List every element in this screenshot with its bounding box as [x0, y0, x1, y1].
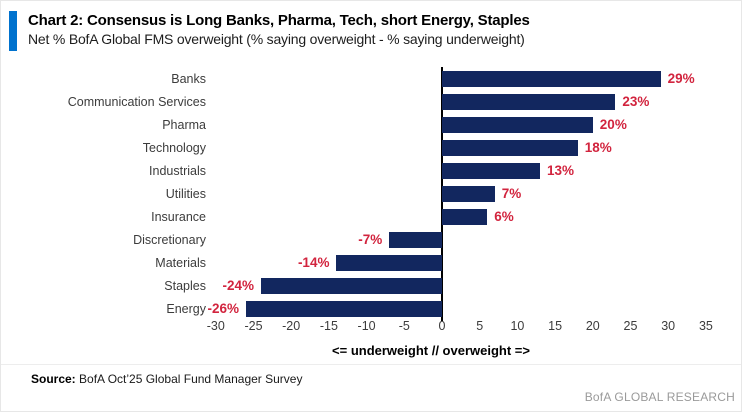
bar-discretionary [389, 232, 442, 248]
source-label: Source: [31, 372, 76, 386]
bar-staples [261, 278, 442, 294]
category-label-communication-services: Communication Services [67, 95, 206, 109]
bar-industrials [442, 163, 541, 179]
value-label-technology: 18% [584, 140, 612, 155]
value-label-pharma: 20% [599, 117, 627, 132]
x-tick-15: 15 [548, 319, 563, 333]
value-label-utilities: 7% [501, 186, 522, 201]
bar-banks [442, 71, 661, 87]
x-tick-10: -10 [357, 319, 376, 333]
chart-title: Chart 2: Consensus is Long Banks, Pharma… [28, 12, 530, 29]
x-axis-label: <= underweight // overweight => [332, 343, 530, 358]
x-tick-5: 5 [476, 319, 484, 333]
bar-communication-services [442, 94, 616, 110]
bar-chart: Banks 29% Communication Services 23% Pharma 2… [1, 61, 741, 361]
x-tick-20: -20 [282, 319, 301, 333]
value-label-banks: 29% [667, 71, 695, 86]
value-label-insurance: 6% [494, 209, 514, 224]
value-label-industrials: 13% [547, 163, 575, 178]
branding-text: BofA GLOBAL RESEARCH [584, 390, 735, 404]
x-tick-15: -15 [319, 319, 338, 333]
value-label-energy: -26% [207, 301, 239, 316]
accent-bar [9, 11, 17, 51]
category-label-energy: Energy [166, 302, 206, 316]
x-tick-25: -25 [244, 319, 263, 333]
bar-materials [336, 255, 442, 271]
category-label-utilities: Utilities [165, 187, 206, 201]
category-label-discretionary: Discretionary [133, 233, 206, 247]
category-label-staples: Staples [164, 279, 206, 293]
chart-subtitle: Net % BofA Global FMS overweight (% sayi… [28, 31, 525, 47]
source-text: BofA Oct’25 Global Fund Manager Survey [75, 372, 303, 386]
x-tick-5: -5 [398, 319, 410, 333]
value-label-discretionary: -7% [358, 232, 383, 247]
value-label-staples: -24% [222, 278, 255, 293]
value-label-communication-services: 23% [622, 94, 650, 109]
chart-header: Chart 2: Consensus is Long Banks, Pharma… [1, 1, 741, 58]
x-tick-10: 10 [510, 319, 525, 333]
category-label-industrials: Industrials [149, 164, 206, 178]
category-label-technology: Technology [142, 141, 206, 155]
x-tick-25: 25 [623, 319, 638, 333]
x-tick-30: 30 [661, 319, 676, 333]
bar-utilities [442, 186, 495, 202]
divider [1, 364, 741, 365]
x-tick-0: 0 [438, 319, 446, 333]
value-label-materials: -14% [297, 255, 330, 270]
bar-energy [245, 301, 442, 317]
x-tick-20: 20 [585, 319, 600, 333]
source-line: Source: BofA Oct’25 Global Fund Manager … [31, 372, 741, 386]
category-label-banks: Banks [171, 72, 206, 86]
x-tick-30: -30 [206, 319, 225, 333]
chart-footer: Source: BofA Oct’25 Global Fund Manager … [1, 372, 741, 404]
category-label-materials: Materials [155, 256, 206, 270]
bar-pharma [442, 117, 593, 133]
bar-insurance [442, 209, 488, 225]
category-label-pharma: Pharma [162, 118, 206, 132]
category-label-insurance: Insurance [151, 210, 206, 224]
x-tick-35: 35 [698, 319, 713, 333]
bar-technology [442, 140, 578, 156]
